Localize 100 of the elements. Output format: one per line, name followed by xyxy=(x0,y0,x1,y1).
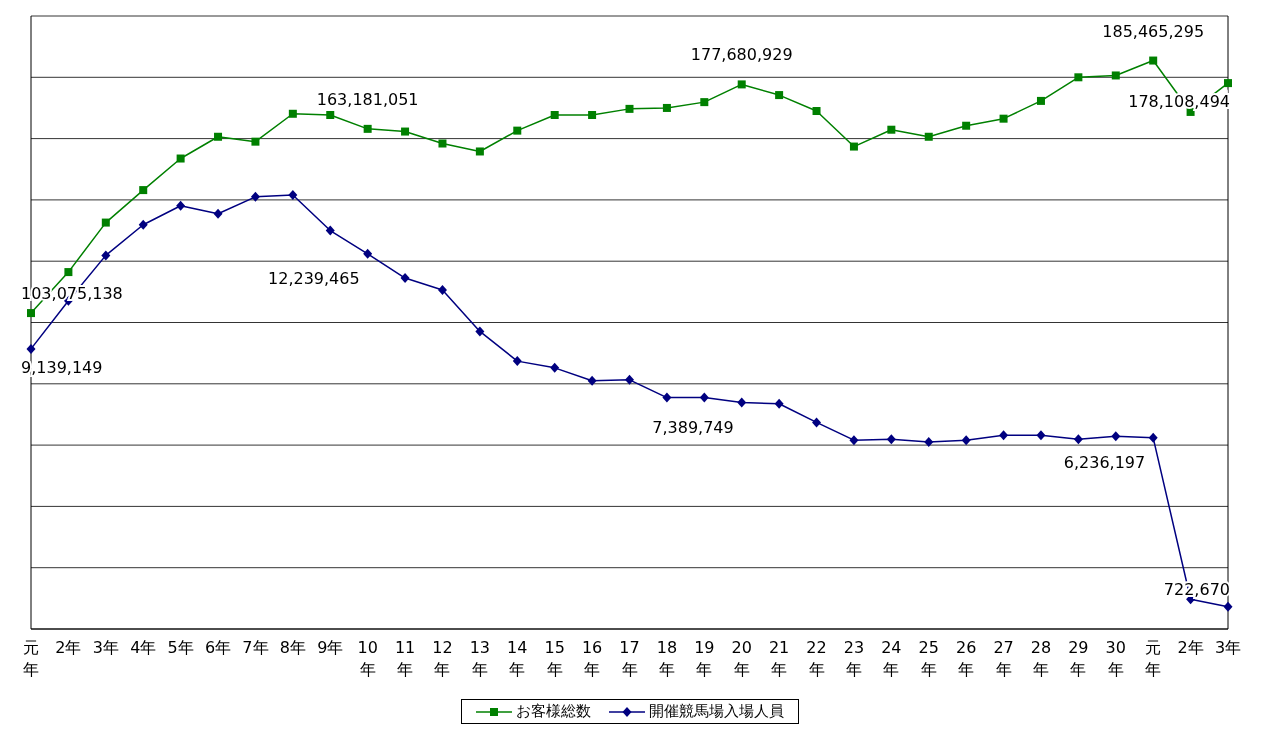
x-tick-label: 3年 xyxy=(1214,638,1242,657)
point xyxy=(550,111,559,119)
point xyxy=(288,109,297,118)
x-tick-label: 18年 xyxy=(656,638,678,679)
data-label: 12,239,465 xyxy=(268,268,360,288)
x-tick-label: 19年 xyxy=(694,638,715,679)
point xyxy=(588,111,597,119)
x-tick-label: 5年 xyxy=(167,638,194,657)
point xyxy=(475,147,484,156)
point xyxy=(737,80,746,89)
x-tick-label: 4年 xyxy=(130,638,157,657)
data-label: 163,181,051 xyxy=(316,89,419,109)
point xyxy=(1224,79,1232,88)
point xyxy=(625,104,634,113)
point xyxy=(250,191,260,202)
point xyxy=(27,309,35,318)
point xyxy=(363,124,372,133)
point xyxy=(587,375,597,386)
point xyxy=(64,268,73,277)
x-tick-label: 3年 xyxy=(92,638,119,657)
point xyxy=(737,397,747,408)
x-tick-label: 29年 xyxy=(1068,638,1089,679)
point xyxy=(700,98,709,107)
point xyxy=(101,218,110,227)
point xyxy=(924,437,934,448)
point xyxy=(475,326,485,337)
x-tick-label: 25年 xyxy=(918,638,939,679)
x-tick-label: 8年 xyxy=(279,638,306,657)
point xyxy=(849,435,859,446)
legend-label: 開催競馬場入場人員 xyxy=(647,702,784,721)
point xyxy=(1111,431,1121,442)
x-tick-label: 13年 xyxy=(469,638,491,679)
point xyxy=(999,114,1008,123)
x-tick-label: 12年 xyxy=(432,638,453,679)
x-tick-label: 17年 xyxy=(619,638,640,679)
point xyxy=(1073,434,1083,445)
x-tick-label: 7年 xyxy=(242,638,269,657)
point xyxy=(513,126,522,135)
point xyxy=(400,273,410,284)
data-label: 177,680,929 xyxy=(690,45,793,65)
point xyxy=(326,111,335,119)
data-label: 185,465,295 xyxy=(1102,21,1205,41)
point xyxy=(26,343,36,354)
point xyxy=(1149,56,1158,65)
x-tick-label: 26年 xyxy=(955,638,977,679)
x-tick-label: 2年 xyxy=(1177,638,1204,657)
point xyxy=(251,137,260,146)
point xyxy=(176,200,186,211)
point xyxy=(213,208,223,219)
point xyxy=(401,127,410,136)
point xyxy=(288,190,298,200)
point xyxy=(699,392,709,403)
legend-label: お客様総数 xyxy=(514,702,591,721)
point xyxy=(886,434,896,445)
point xyxy=(775,91,784,100)
point xyxy=(812,417,822,428)
x-tick-label: 20年 xyxy=(731,638,752,679)
data-label: 9,139,149 xyxy=(21,357,103,377)
x-tick-label: 10年 xyxy=(357,638,378,679)
x-tick-label: 6年 xyxy=(204,638,232,657)
x-tick-label: 27年 xyxy=(993,638,1014,679)
point xyxy=(887,125,896,134)
point xyxy=(962,121,971,130)
point xyxy=(1111,71,1120,80)
point xyxy=(512,356,522,367)
point xyxy=(550,362,560,373)
point xyxy=(999,430,1009,441)
point xyxy=(139,186,148,195)
point xyxy=(325,225,335,236)
x-tick-label: 14年 xyxy=(507,638,528,679)
point xyxy=(1074,73,1083,82)
point xyxy=(437,285,447,296)
data-label: 7,389,749 xyxy=(652,417,734,437)
point xyxy=(1148,432,1158,443)
x-tick-label: 30年 xyxy=(1105,638,1126,679)
point xyxy=(812,107,821,116)
point xyxy=(774,398,784,409)
point xyxy=(363,248,373,259)
point xyxy=(1223,601,1233,612)
point xyxy=(662,392,672,403)
x-tick-label: 24年 xyxy=(881,638,902,679)
x-tick-label: 15年 xyxy=(544,638,565,679)
point xyxy=(1036,96,1045,105)
x-tick-label: 21年 xyxy=(768,638,790,679)
x-tick-label: 28年 xyxy=(1030,638,1052,679)
x-tick-label: 23年 xyxy=(843,638,865,679)
point xyxy=(438,139,447,148)
x-tick-label: 2年 xyxy=(55,638,82,657)
x-tick-label: 11年 xyxy=(394,638,416,679)
point xyxy=(625,374,634,385)
point xyxy=(101,250,111,261)
x-tick-label: 16年 xyxy=(581,638,603,679)
point xyxy=(961,435,971,446)
data-label: 6,236,197 xyxy=(1063,452,1146,472)
point xyxy=(138,219,148,230)
x-tick-label: 元年 xyxy=(23,638,39,679)
x-tick-label: 22年 xyxy=(806,638,827,679)
point xyxy=(176,154,185,163)
point xyxy=(662,103,671,112)
point xyxy=(1036,430,1046,441)
